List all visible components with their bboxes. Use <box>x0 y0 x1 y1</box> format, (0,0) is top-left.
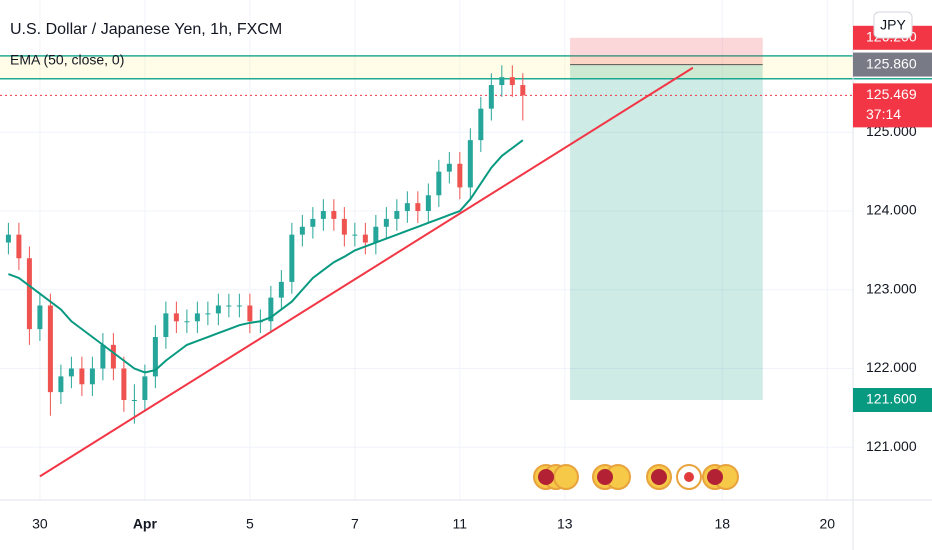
candle-body <box>383 218 389 227</box>
x-tick-label: 18 <box>715 516 731 532</box>
candle-body <box>5 234 11 243</box>
candle-body <box>446 163 452 172</box>
price-label-box <box>853 83 932 128</box>
candle-body <box>205 313 211 315</box>
candle-body <box>320 211 326 219</box>
candle-body <box>278 281 284 298</box>
event-icon <box>538 469 554 485</box>
ema-line <box>8 139 524 374</box>
candle-body <box>47 305 53 393</box>
candle-body <box>37 305 43 330</box>
candle-body <box>436 171 442 196</box>
candle-body <box>131 400 137 401</box>
y-tick-label: 122.000 <box>866 359 917 375</box>
candle-body <box>26 258 32 330</box>
candle-body <box>373 226 379 243</box>
candle-body <box>152 337 158 377</box>
candle-body <box>499 77 505 86</box>
candle-body <box>173 313 179 322</box>
candle-body <box>58 376 64 393</box>
chart-title: U.S. Dollar / Japanese Yen, 1h, FXCM <box>10 21 282 38</box>
price-label: 125.860 <box>866 55 917 71</box>
candle-body <box>184 321 190 323</box>
x-tick-label: 5 <box>246 516 254 532</box>
candle-body <box>79 368 85 385</box>
x-tick-label: 11 <box>453 516 468 532</box>
currency-button[interactable] <box>873 11 913 39</box>
event-icon <box>553 464 579 490</box>
candle-body <box>467 140 473 188</box>
currency-button-label[interactable]: JPY <box>880 17 906 33</box>
candle-body <box>404 203 410 212</box>
indicator-label: EMA (50, close, 0) <box>10 52 124 68</box>
candle-body <box>68 368 74 377</box>
price-label-box <box>853 52 932 77</box>
candle-body <box>425 195 431 212</box>
stop-zone <box>570 37 763 65</box>
candle-body <box>488 85 494 109</box>
countdown: 37:14 <box>866 106 901 122</box>
target-zone <box>570 64 763 401</box>
candle-body <box>520 85 526 96</box>
candle-body <box>163 313 169 338</box>
event-icons <box>533 464 739 490</box>
candle-body <box>352 234 358 236</box>
candle-body <box>89 368 95 385</box>
level-band <box>0 55 853 79</box>
candle-body <box>509 77 515 86</box>
event-icon <box>651 469 667 485</box>
candle-body <box>310 218 316 227</box>
candle-body <box>121 368 127 400</box>
candle-body <box>289 234 295 282</box>
candle-body <box>226 305 232 307</box>
candle-body <box>142 376 148 400</box>
y-tick-label: 124.000 <box>866 202 917 218</box>
candle-body <box>299 226 305 235</box>
event-icon <box>684 472 694 482</box>
event-icon <box>597 469 613 485</box>
price-label-box <box>853 388 932 412</box>
candle-body <box>362 234 368 243</box>
x-tick-label: 13 <box>557 516 573 532</box>
trendline <box>39 66 694 478</box>
y-tick-label: 123.000 <box>866 280 917 296</box>
candle-body <box>194 313 200 322</box>
plot-area <box>0 0 932 500</box>
candle-body <box>415 203 421 212</box>
candle-body <box>394 211 400 219</box>
x-tick-label: 7 <box>351 516 359 532</box>
event-icon <box>707 469 723 485</box>
candle-body <box>478 108 484 141</box>
candle-body <box>457 163 463 188</box>
price-label: 125.469 <box>866 86 917 102</box>
price-label: 121.600 <box>866 391 917 407</box>
candle-body <box>268 297 274 322</box>
candle-body <box>331 211 337 219</box>
candle-body <box>236 305 242 307</box>
x-tick-label: 30 <box>32 516 48 532</box>
candle-body <box>100 344 106 369</box>
candle-body <box>341 218 347 235</box>
y-tick-label: 121.000 <box>866 438 917 454</box>
candle-body <box>110 344 116 369</box>
candle-body <box>215 305 221 314</box>
candle-body <box>247 305 253 322</box>
candle-body <box>16 234 22 259</box>
x-tick-label: 20 <box>819 516 835 532</box>
x-tick-label: Apr <box>133 516 158 532</box>
